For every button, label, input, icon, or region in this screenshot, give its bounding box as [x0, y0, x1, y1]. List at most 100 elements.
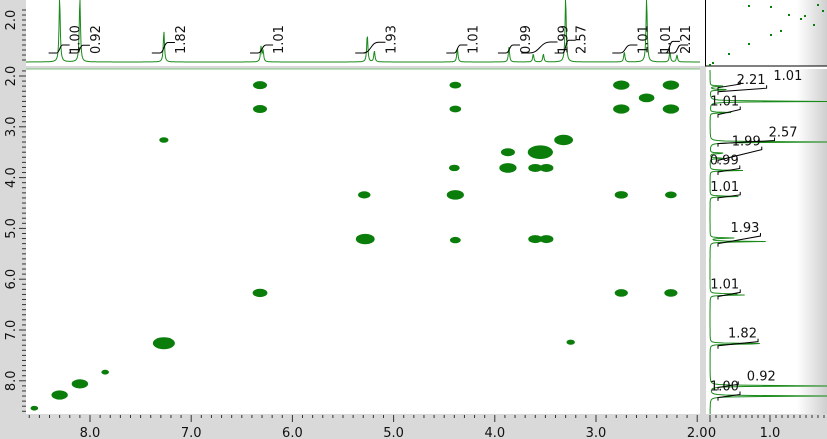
y-tick-label: 3.0 [4, 116, 19, 137]
y-tick-label: 2.0 [4, 66, 19, 87]
integral-curve [355, 41, 386, 54]
x-tick-label: 6.0 [282, 426, 303, 439]
cross-peak [253, 105, 268, 114]
integral-curve-vertical [717, 146, 763, 164]
right-1d-spectrum [709, 70, 827, 414]
integral-curve-vertical [717, 137, 776, 147]
integral-curve-vertical [717, 338, 759, 349]
cross-peak [30, 405, 39, 411]
cross-peak [449, 81, 462, 89]
left-axis-strip [0, 0, 26, 439]
projection-tick-label: 1.0 [760, 426, 781, 439]
cross-peak [554, 134, 574, 146]
top-projection-axis-label: 2.0 [4, 10, 19, 31]
integral-label-vertical: 1.01 [710, 180, 739, 195]
cross-peak [566, 339, 575, 345]
integral-curve-vertical [717, 85, 768, 95]
cross-peak [613, 80, 630, 90]
top-1d-spectrum [26, 0, 700, 63]
cross-peak [71, 379, 89, 389]
cross-peak [499, 163, 517, 173]
integral-curve [249, 44, 274, 54]
integral-curve [612, 44, 638, 54]
integral-curve-vertical [717, 391, 741, 401]
cross-peak [355, 233, 375, 245]
cross-peak [614, 191, 628, 199]
y-tick-label: 8.0 [4, 370, 19, 391]
integral-curve [68, 44, 90, 54]
cross-peak [662, 104, 680, 114]
x-tick-label: 4.0 [484, 426, 505, 439]
thumbnail-peak [728, 53, 730, 55]
thumbnail-peak [748, 43, 750, 45]
cross-peak [449, 105, 462, 113]
integral-label-vertical: 1.01 [710, 95, 739, 110]
integral-curve-vertical [717, 381, 739, 391]
cross-peak [101, 369, 109, 375]
cross-peak [527, 145, 553, 159]
integral-label: 1.00 [69, 25, 84, 54]
integral-label: 2.57 [575, 25, 590, 54]
thumbnail-peak [748, 5, 750, 7]
overview-thumbnail [705, 0, 827, 67]
integral-label: 2.21 [679, 25, 694, 54]
integral-label: 1.93 [384, 25, 399, 54]
integral-label-vertical: 1.01 [710, 277, 739, 292]
integral-curve-vertical [717, 106, 741, 118]
x-tick-label: 5.0 [383, 426, 404, 439]
integral-curve [48, 44, 70, 54]
top-separator [0, 66, 705, 69]
cross-peak [159, 137, 169, 143]
cross-peak [539, 235, 554, 244]
integral-curve [446, 44, 468, 54]
integral-label: 1.01 [466, 25, 481, 54]
cross-peak [253, 81, 268, 90]
thumbnail-peak [817, 4, 819, 6]
integral-label-vertical: 0.92 [747, 369, 776, 384]
integral-curve [521, 41, 558, 54]
y-tick-label: 7.0 [4, 320, 19, 341]
thumbnail-peak [780, 30, 782, 32]
integral-curve [151, 42, 175, 54]
cross-peak [664, 289, 678, 297]
x-tick-label: 8.0 [80, 426, 101, 439]
integral-label: 0.99 [519, 25, 534, 54]
integral-label: 0.92 [89, 25, 104, 54]
thumbnail-peak [770, 34, 772, 36]
integral-curve-vertical [717, 233, 761, 247]
x-tick-label: 2.0 [687, 426, 708, 439]
x-tick-label: 7.0 [181, 426, 202, 439]
integral-curve-vertical [717, 191, 741, 201]
thumbnail-peak [813, 24, 815, 26]
right-projection-bg [706, 69, 827, 414]
integral-curve-vertical [717, 81, 741, 91]
integral-label: 1.01 [659, 25, 674, 54]
cross-peak [446, 190, 464, 200]
cross-peak [662, 80, 680, 90]
cross-peak [638, 93, 655, 103]
thumbnail-peak [712, 62, 714, 64]
thumbnail-peak [804, 15, 806, 17]
integral-curve-vertical [717, 165, 741, 176]
integral-label: 1.82 [174, 25, 189, 54]
integral-label-vertical: 1.00 [710, 380, 739, 395]
integral-curve [665, 44, 689, 54]
integral-label-vertical: 1.93 [730, 221, 759, 236]
thumbnail-peak [800, 18, 802, 20]
y-tick-label: 6.0 [4, 269, 19, 290]
thumbnail-peak [822, 10, 824, 12]
integral-curve-vertical [717, 289, 741, 300]
cross-peak [252, 288, 268, 298]
integral-curve [554, 39, 576, 54]
thumbnail-peak [709, 64, 711, 66]
cross-peak [358, 191, 371, 199]
cross-peak [152, 337, 175, 350]
cross-peak [528, 163, 543, 172]
cross-peak [500, 148, 515, 157]
integral-label: 1.99 [556, 25, 571, 54]
integral-label: 1.01 [272, 25, 287, 54]
y-tick-label: 5.0 [4, 218, 19, 239]
